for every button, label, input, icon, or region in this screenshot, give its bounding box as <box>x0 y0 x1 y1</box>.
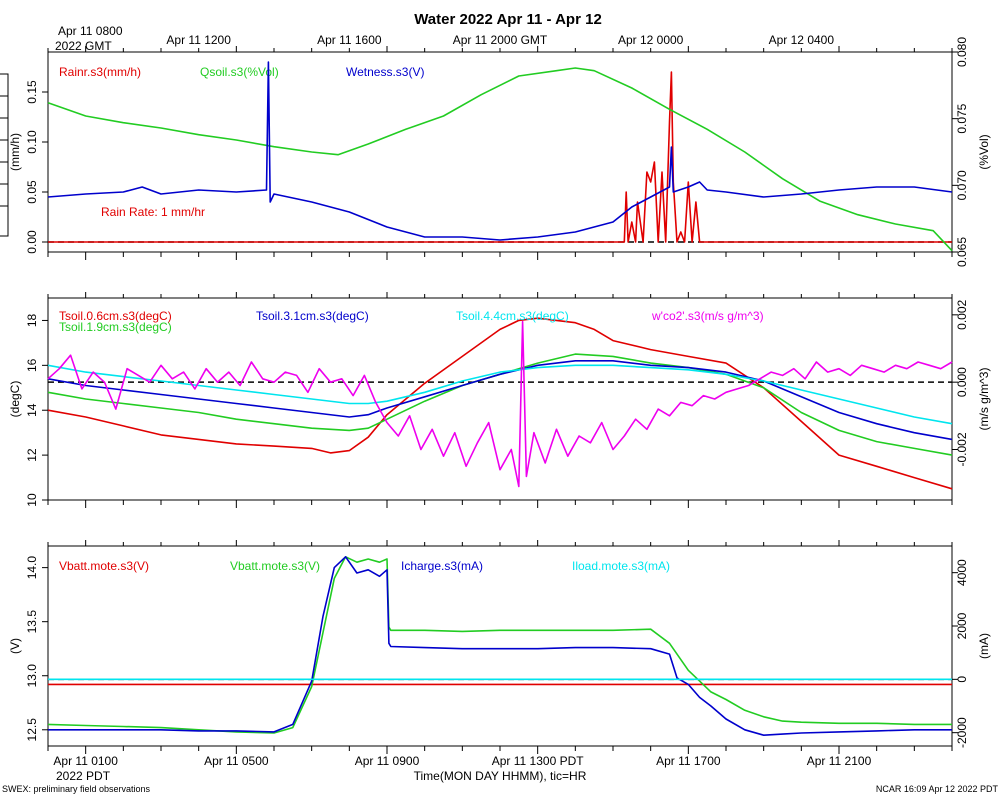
top-axis-start-label: Apr 11 0800 <box>58 24 123 38</box>
legend-entry: Tsoil.0.6cm.s3(degC) <box>59 309 172 323</box>
top-axis-tick-label: Apr 12 0400 <box>769 33 835 47</box>
y-left-tick-label: 13.0 <box>25 664 39 688</box>
y-left-tick-label: 12 <box>25 448 39 462</box>
y-right-tick-label: 0 <box>955 676 969 683</box>
series-line <box>47 364 953 425</box>
y-right-tick-label: 0.065 <box>955 237 969 267</box>
bottom-axis-tick-label: Apr 11 2100 <box>807 754 872 768</box>
bottom-axis-tick-label: Apr 11 0900 <box>355 754 420 768</box>
y-right-tick-label: 2000 <box>955 612 969 639</box>
y-right-tick-label: 0.000 <box>955 367 969 397</box>
legend-entry: Rainr.s3(mm/h) <box>59 65 141 79</box>
legend-entry: Vbatt.mote.s3(V) <box>230 559 320 573</box>
bottom-axis-year: 2022 PDT <box>56 769 111 783</box>
y-right-axis-label: (m/s g/m^3) <box>977 368 991 431</box>
rain-rate-annotation: Rain Rate: 1 mm/hr <box>101 205 205 219</box>
panel-frame <box>47 51 953 253</box>
y-left-axis-label: (mm/h) <box>8 133 22 171</box>
top-axis-tick-label: Apr 11 1600 <box>317 33 382 47</box>
bottom-axis-tick-label: Apr 11 1300 PDT <box>492 754 584 768</box>
top-axis-tick-label: Apr 12 0000 <box>618 33 684 47</box>
panel-frame <box>47 545 953 747</box>
y-left-axis-label: (V) <box>8 638 22 654</box>
legend-entry: Tsoil.1.9cm.s3(degC) <box>59 320 172 334</box>
series-line <box>47 67 953 252</box>
y-right-axis-label: (%Vol) <box>977 134 991 169</box>
legend-entry: Qsoil.s3(%Vol) <box>200 65 279 79</box>
legend-entry: Iload.mote.s3(mA) <box>572 559 670 573</box>
legend-entry: Vbatt.mote.s3(V) <box>59 559 149 573</box>
y-left-tick-label: 16 <box>25 358 39 372</box>
y-right-tick-label: -2000 <box>955 717 969 748</box>
bottom-axis-tick-label: Apr 11 1700 <box>656 754 721 768</box>
y-left-tick-label: 0.05 <box>25 180 39 204</box>
bottom-axis-title: Time(MON DAY HHMM), tic=HR <box>414 769 587 783</box>
y-left-tick-label: 14 <box>25 403 39 417</box>
top-axis-tick-label: Apr 11 1200 <box>166 33 231 47</box>
series-line <box>47 61 953 241</box>
y-right-tick-label: 0.070 <box>955 170 969 200</box>
series-line <box>48 71 952 243</box>
chart-title: Water 2022 Apr 11 - Apr 12 <box>414 11 602 28</box>
top-axis-tick-label: Apr 11 2000 GMT <box>453 33 548 47</box>
y-left-tick-label: 13.5 <box>25 610 39 634</box>
footer-right: NCAR 16:09 Apr 12 2022 PDT <box>876 784 999 794</box>
series-line <box>47 320 953 488</box>
y-left-tick-label: 0.10 <box>25 130 39 154</box>
y-right-tick-label: -0.002 <box>955 432 969 466</box>
bottom-axis-tick-label: Apr 11 0500 <box>204 754 269 768</box>
series-line <box>47 317 953 490</box>
legend-entry: w'co2'.s3(m/s g/m^3) <box>651 309 764 323</box>
left-edge-box <box>0 73 9 237</box>
legend-entry: Tsoil.4.4cm.s3(degC) <box>456 309 569 323</box>
y-left-tick-label: 0.00 <box>25 230 39 254</box>
y-left-axis-label: (degC) <box>8 381 22 418</box>
series-line <box>47 360 953 441</box>
y-right-tick-label: 4000 <box>955 559 969 586</box>
series-line <box>47 353 953 456</box>
y-left-tick-label: 18 <box>25 313 39 327</box>
y-right-axis-label: (mA) <box>977 633 991 659</box>
legend-entry: Wetness.s3(V) <box>346 65 424 79</box>
y-left-tick-label: 10 <box>25 493 39 507</box>
y-right-tick-label: 0.080 <box>955 37 969 67</box>
y-right-tick-label: 0.075 <box>955 103 969 133</box>
series-line <box>47 556 952 734</box>
legend-entry: Icharge.s3(mA) <box>401 559 483 573</box>
y-left-tick-label: 12.5 <box>25 718 39 742</box>
y-left-tick-label: 14.0 <box>25 556 39 580</box>
bottom-axis-tick-label: Apr 11 0100 <box>53 754 118 768</box>
legend-entry: Tsoil.3.1cm.s3(degC) <box>256 309 369 323</box>
top-axis-start-year: 2022 GMT <box>55 39 112 53</box>
series-line <box>48 556 952 736</box>
y-left-tick-label: 0.15 <box>25 80 39 104</box>
footer-left: SWEX: preliminary field observations <box>2 784 151 794</box>
y-right-tick-label: 0.002 <box>955 299 969 329</box>
